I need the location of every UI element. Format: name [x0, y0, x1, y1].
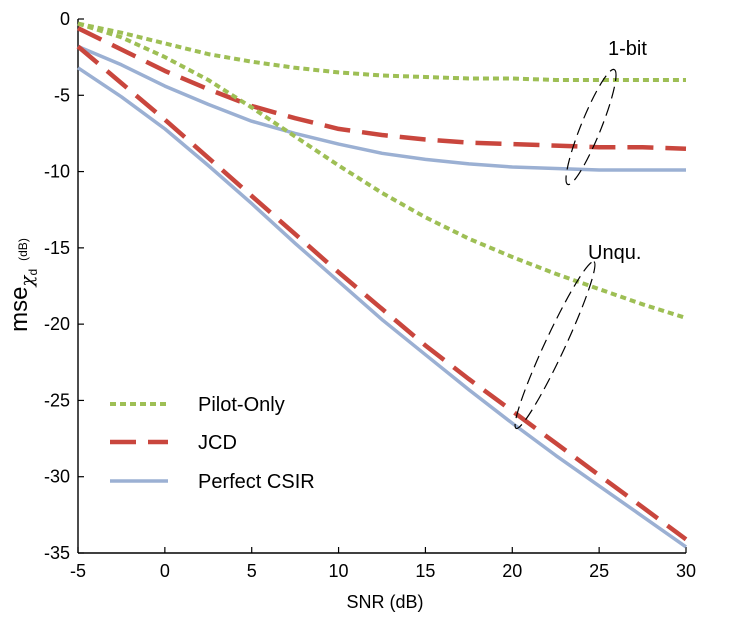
- annotation-ellipse-1bit: [565, 68, 617, 186]
- legend-label-jcd: JCD: [198, 432, 237, 454]
- series-line-jcd-1bit: [77, 26, 687, 151]
- x-axis-title: SNR (dB): [346, 592, 423, 612]
- annotations: 1-bit Unqu.: [514, 38, 647, 430]
- series: [76, 21, 688, 549]
- legend-item-pilot-only: Pilot-Only: [110, 394, 285, 416]
- x-tick-label: 5: [247, 561, 257, 581]
- y-axis-title-unit: (dB): [16, 238, 30, 261]
- series-line-pilot-only-unqu: [77, 21, 687, 320]
- y-tick-label: -35: [44, 543, 70, 563]
- y-tick-label: -20: [44, 314, 70, 334]
- legend-label-perfect-csir: Perfect CSIR: [198, 471, 315, 493]
- x-tick-label: 15: [415, 561, 435, 581]
- y-tick-label: -5: [54, 85, 70, 105]
- series-line-jcd-unqu: [76, 44, 688, 542]
- x-tick-label: 25: [589, 561, 609, 581]
- y-axis-title-subsubscript: d: [26, 269, 40, 276]
- y-tick-label: -25: [44, 390, 70, 410]
- y-tick-label: -30: [44, 467, 70, 487]
- svg-text:mseχd(dB): mseχd (dB): [6, 238, 40, 332]
- y-axis-title-main: mse: [6, 286, 33, 331]
- x-tick-label: 0: [160, 561, 170, 581]
- annotation-label-1bit: 1-bit: [608, 38, 647, 60]
- series-line-perfect-csir-1bit: [77, 44, 686, 172]
- legend-item-jcd: JCD: [110, 432, 237, 454]
- series-line-perfect-csir-unqu: [77, 66, 688, 549]
- x-tick-label: 10: [329, 561, 349, 581]
- x-tick-label: 20: [502, 561, 522, 581]
- series-line-pilot-only-1bit: [77, 21, 686, 82]
- y-tick-label: 0: [60, 9, 70, 29]
- annotation-label-unqu: Unqu.: [588, 242, 641, 264]
- legend: Pilot-Only JCD Perfect CSIR: [110, 394, 315, 493]
- legend-label-pilot-only: Pilot-Only: [198, 394, 285, 416]
- y-axis-title: mseχd (dB): [6, 238, 40, 332]
- x-tick-label: 30: [676, 561, 696, 581]
- y-axis-title-subscript: χ: [17, 274, 38, 288]
- legend-item-perfect-csir: Perfect CSIR: [110, 471, 315, 493]
- x-tick-label: -5: [70, 561, 86, 581]
- y-tick-label: -10: [44, 162, 70, 182]
- y-tick-label: -15: [44, 238, 70, 258]
- axes: [77, 19, 686, 554]
- ticks: -5 0 5 10 15 20 25 30 0 -5 -10 -15 -20 -25 -30 -35: [44, 9, 696, 581]
